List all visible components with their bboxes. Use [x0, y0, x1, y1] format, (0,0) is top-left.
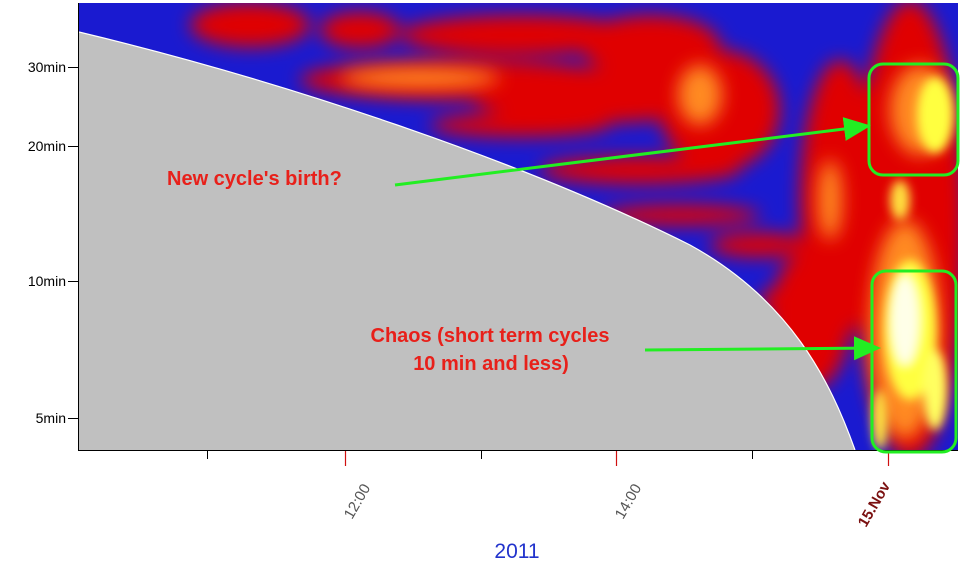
x-tick-label-15nov: 15.Nov [855, 478, 895, 530]
annotation-birth: New cycle's birth? [167, 168, 342, 190]
y-ticks [68, 67, 79, 419]
x-major-ticks [344, 451, 890, 466]
cone-edge [79, 31, 856, 450]
y-tick-label-30min: 30min [28, 59, 66, 75]
x-minor-ticks [207, 451, 753, 459]
heatmap-area [79, 3, 958, 450]
y-tick-label-10min: 10min [28, 273, 66, 289]
annotation-chaos-line2: 10 min and less) [413, 353, 569, 375]
chaos-highlight-box [870, 269, 958, 454]
x-tick-label-1200: 12:00 [341, 481, 374, 522]
annotation-chaos-line1: Chaos (short term cycles [371, 325, 610, 347]
chaos-arrow [644, 336, 881, 361]
heatmap-hot-spots [872, 77, 953, 450]
y-tick-label-20min: 20min [28, 138, 66, 154]
x-axis-title: 2011 [494, 540, 539, 561]
x-tick-label-1400: 14:00 [612, 481, 645, 522]
cone-of-influence [79, 32, 855, 450]
birth-arrow [394, 117, 871, 187]
y-tick-label-5min: 5min [36, 410, 66, 426]
